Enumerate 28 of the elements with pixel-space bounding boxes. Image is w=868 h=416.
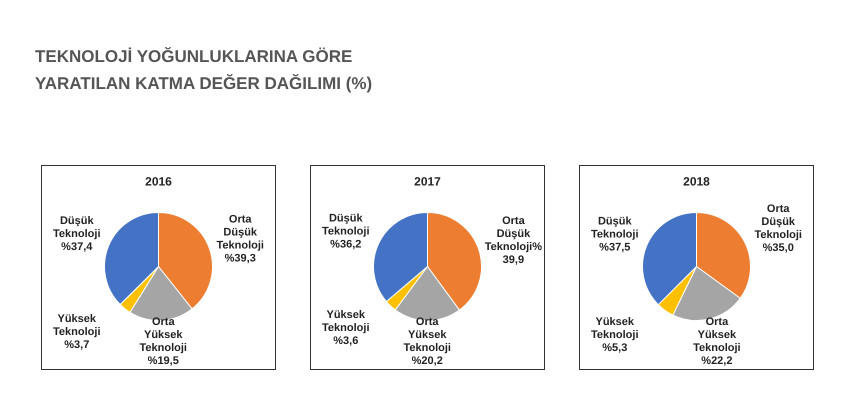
data-label: %37,5 <box>599 241 630 254</box>
slice-label: Yüksek Teknoloji <box>322 308 370 334</box>
slice-label: Orta Düşük Teknoloji <box>216 213 264 252</box>
text: TEKNOLOJİ YOĞUNLUKLARINA GÖRE YARATILAN KATMA DEĞER DAĞILIMI (%) <box>35 46 372 95</box>
slice-label: Orta Düşük Teknoloji% <box>484 214 542 253</box>
slice-label: Düşük Teknoloji <box>591 215 638 240</box>
slice-label: Orta Yüksek Teknoloji <box>693 316 741 354</box>
slice-label: Orta Yüksek Teknoloji <box>404 316 451 354</box>
slice-label: Düşük Teknoloji <box>53 215 100 240</box>
chart-title: 2017 <box>414 174 442 188</box>
chart-title: 2016 <box>145 174 172 188</box>
data-label: %20,2 <box>412 355 443 368</box>
data-label: %36,2 <box>330 238 362 250</box>
slice-label: Orta Düşük Teknoloji <box>754 202 802 241</box>
slice-label: Yüksek Teknoloji <box>591 316 638 341</box>
data-label: %3,7 <box>64 339 90 352</box>
chart-title: 2018 <box>683 174 710 188</box>
slice-label: Düşük Teknoloji <box>322 212 370 238</box>
data-label: %39,3 <box>224 252 256 264</box>
data-label: %5,3 <box>602 342 628 354</box>
data-label: %19,5 <box>148 355 179 368</box>
data-label: 39,9 <box>502 254 524 266</box>
data-label: %3,6 <box>333 334 358 347</box>
slice-label: Orta Yüksek Teknoloji <box>140 316 187 354</box>
data-label: %22,2 <box>701 355 732 368</box>
slice-label: Yüksek Teknoloji <box>53 313 100 338</box>
data-label: %35,0 <box>762 242 794 254</box>
data-label: %37,4 <box>61 241 94 254</box>
